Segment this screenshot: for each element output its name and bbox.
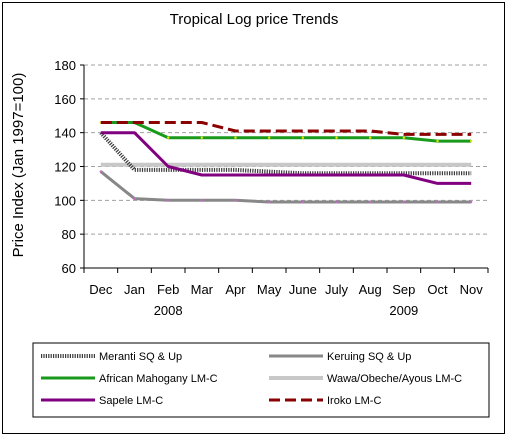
year-label: 2009	[389, 303, 418, 318]
series-point	[133, 197, 136, 200]
x-tick-label: Sep	[392, 282, 415, 297]
series-point	[301, 136, 305, 139]
legend-label: African Mahogany LM-C	[99, 373, 218, 385]
series-lines	[99, 121, 473, 204]
legend-label: Sapele LM-C	[99, 395, 163, 407]
y-tick-label: 140	[54, 126, 76, 141]
legend: Meranti SQ & Up Keruing SQ & Up African Ma…	[32, 342, 490, 418]
y-tick-label: 160	[54, 92, 76, 107]
legend-label: Iroko LM-C	[327, 395, 381, 407]
series-point	[301, 200, 305, 204]
series-line-2	[100, 121, 472, 143]
x-tick-label: Oct	[427, 282, 448, 297]
x-tick-label: Jan	[124, 282, 145, 297]
legend-label: Wawa/Obeche/Ayous LM-C	[327, 373, 462, 385]
series-point	[469, 139, 473, 143]
y-axis-label: Price Index (Jan 1997=100)	[10, 73, 27, 258]
series-point	[267, 136, 271, 139]
series-point	[99, 170, 103, 173]
series-point	[402, 200, 406, 204]
series-point	[368, 136, 372, 139]
year-label: 2008	[154, 303, 183, 318]
series-line-1	[99, 170, 472, 204]
legend-label: Keruing SQ & Up	[327, 351, 411, 363]
x-tick-label: July	[325, 282, 349, 297]
y-tick-label: 100	[54, 193, 76, 208]
gridlines	[84, 64, 488, 235]
series-point	[200, 199, 204, 202]
x-tick-label: Mar	[191, 282, 214, 297]
y-tick-label: 180	[54, 58, 76, 73]
series-point	[469, 200, 473, 204]
x-tick-label: Feb	[157, 282, 179, 297]
x-tick-label: Dec	[89, 282, 113, 297]
x-tick-labels: Dec Jan Feb Mar Apr May June July Aug Sep Oct Nov	[83, 268, 489, 297]
series-line-0	[99, 131, 472, 176]
year-labels: 2008 2009	[154, 303, 419, 318]
legend-label: Meranti SQ & Up	[99, 351, 182, 363]
series-point	[368, 200, 372, 204]
y-tick-label: 80	[62, 227, 76, 242]
series-point	[166, 136, 170, 139]
x-tick-label: June	[289, 282, 317, 297]
y-tick-label: 60	[62, 261, 76, 276]
chart-title: Tropical Log price Trends	[170, 11, 339, 28]
series-line-4	[100, 131, 472, 185]
series-point	[436, 200, 439, 204]
x-tick-label: Nov	[460, 282, 484, 297]
series-point	[335, 200, 338, 204]
series-line-5	[100, 121, 472, 136]
series-point	[234, 199, 237, 202]
y-tick-labels: 60 80 100 120 140 160 180	[54, 58, 84, 276]
series-point	[402, 136, 406, 139]
x-tick-label: May	[257, 282, 282, 297]
series-point	[200, 136, 204, 139]
x-tick-label: Aug	[359, 282, 382, 297]
series-point	[234, 136, 237, 139]
series-point	[335, 136, 338, 139]
series-point	[267, 200, 271, 204]
x-tick-label: Apr	[225, 282, 246, 297]
series-point	[166, 199, 170, 202]
series-point	[436, 139, 439, 143]
legend-box	[32, 342, 490, 418]
y-tick-label: 120	[54, 160, 76, 175]
